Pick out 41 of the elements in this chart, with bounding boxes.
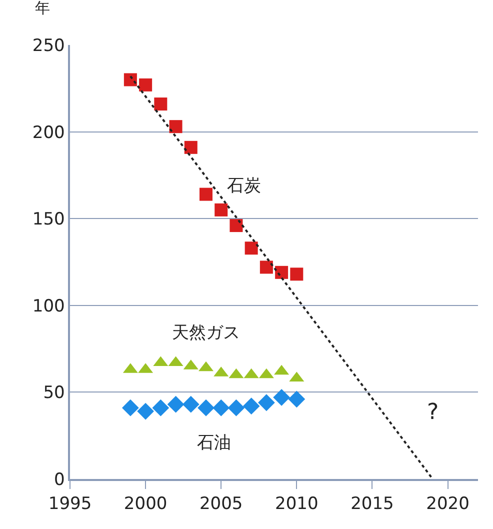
- point: [200, 188, 212, 201]
- x-tick-label: 2010: [275, 494, 318, 514]
- x-tick-label: 2000: [124, 494, 168, 514]
- point: [275, 266, 288, 279]
- point: [212, 399, 230, 416]
- point: [167, 396, 184, 413]
- x-tick-label: 2005: [199, 494, 243, 514]
- point: [260, 260, 273, 274]
- x-tick-label: 2020: [426, 494, 470, 514]
- point: [258, 394, 275, 412]
- y-tick-label: 200: [32, 122, 65, 143]
- series-label: 天然ガス: [172, 323, 240, 343]
- point: [122, 399, 139, 416]
- point: [214, 203, 228, 216]
- point: [228, 399, 245, 416]
- y-tick-label: 150: [32, 210, 65, 230]
- point: [273, 388, 290, 406]
- y-tick-label: 100: [32, 296, 65, 316]
- point: [169, 120, 182, 134]
- annotation: ?: [427, 400, 439, 425]
- y-tick-label: 250: [32, 36, 65, 56]
- series-label: 石炭: [227, 176, 261, 196]
- x-tick-label: 2015: [350, 494, 394, 514]
- point: [184, 140, 198, 154]
- point: [244, 242, 258, 255]
- series-label: 石油: [197, 433, 231, 453]
- point: [242, 398, 260, 415]
- point: [137, 402, 154, 420]
- point: [198, 399, 214, 416]
- point: [182, 396, 200, 413]
- point: [152, 399, 170, 416]
- point: [290, 268, 304, 281]
- y-tick-label: 0: [54, 470, 65, 490]
- y-axis-title: 年: [35, 0, 50, 17]
- point: [124, 73, 137, 86]
- x-tick-label: 1995: [48, 494, 92, 514]
- point: [230, 219, 243, 232]
- point: [154, 98, 168, 111]
- point: [288, 390, 306, 408]
- y-tick-label: 50: [43, 383, 65, 404]
- point: [139, 78, 152, 92]
